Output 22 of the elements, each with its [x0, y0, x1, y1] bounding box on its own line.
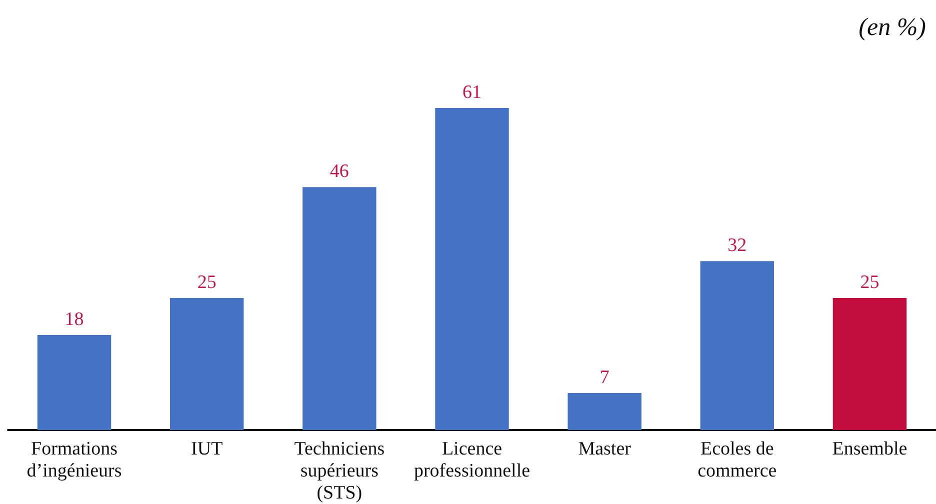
data-label: 61 [462, 82, 482, 103]
bar [568, 393, 642, 430]
data-label: 18 [64, 308, 84, 330]
y-axis-title: (en %) [858, 14, 926, 41]
data-label: 46 [330, 161, 349, 182]
data-label: 32 [728, 235, 747, 256]
bar [700, 261, 774, 430]
x-tick-label: Master [578, 438, 632, 460]
data-label: 25 [860, 272, 880, 294]
x-tick-label: Licence professionnelle [414, 438, 530, 482]
x-tick-label: Ecoles de commerce [698, 438, 777, 482]
x-tick-label: Formations d’ingénieurs [26, 438, 122, 482]
bar [37, 334, 112, 430]
x-tick-label: Techniciens supérieurs (STS) [294, 438, 385, 504]
x-tick-label: IUT [191, 438, 224, 460]
bar [435, 108, 509, 430]
x-tick-label: Ensemble [832, 438, 908, 460]
data-label: 25 [197, 272, 216, 294]
bar [170, 298, 244, 430]
data-label: 7 [600, 367, 610, 388]
bar [302, 187, 376, 430]
bar [832, 298, 907, 430]
